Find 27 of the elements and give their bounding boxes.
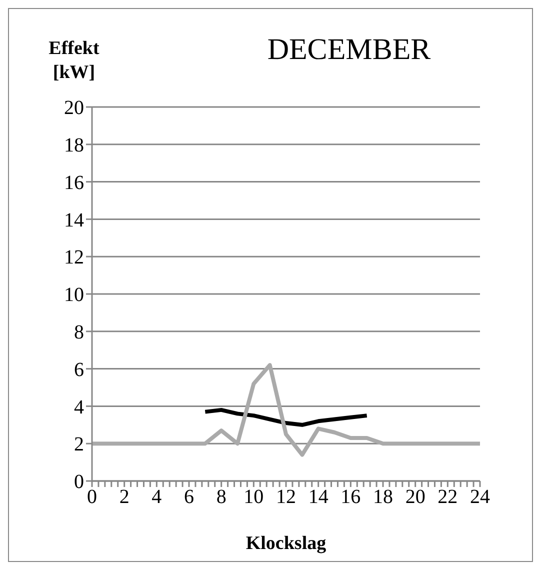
x-tick-label: 8 [216,486,226,508]
y-tick-label: 16 [64,172,84,194]
x-tick-label: 10 [244,486,264,508]
y-tick-label: 14 [64,209,84,232]
chart-title: DECEMBER [266,33,432,67]
x-tick-label: 12 [276,486,296,508]
y-tick-label: 6 [74,358,84,381]
y-tick-label: 12 [64,246,84,269]
x-tick-label: 14 [308,486,328,508]
x-tick-label: 2 [119,486,130,508]
x-tick-label: 22 [438,486,458,508]
y-tick-label: 20 [64,97,84,120]
x-tick-label: 20 [405,486,426,508]
y-tick-label: 0 [74,471,84,494]
y-axis-title: Effekt [kW] [48,37,100,85]
y-tick-label: 10 [64,284,84,306]
x-tick-label: 18 [373,486,393,508]
y-tick-label: 2 [74,434,84,456]
y-tick-label: 4 [74,396,84,418]
x-tick-label: 16 [340,486,361,508]
x-tick-label: 4 [152,486,162,508]
y-tick-label: 8 [74,322,84,344]
x-tick-label: 6 [184,486,194,508]
y-tick-label: 18 [64,134,84,156]
x-tick-label: 24 [470,486,490,508]
x-axis-title: Klockslag [244,533,328,555]
line-series [203,408,369,427]
